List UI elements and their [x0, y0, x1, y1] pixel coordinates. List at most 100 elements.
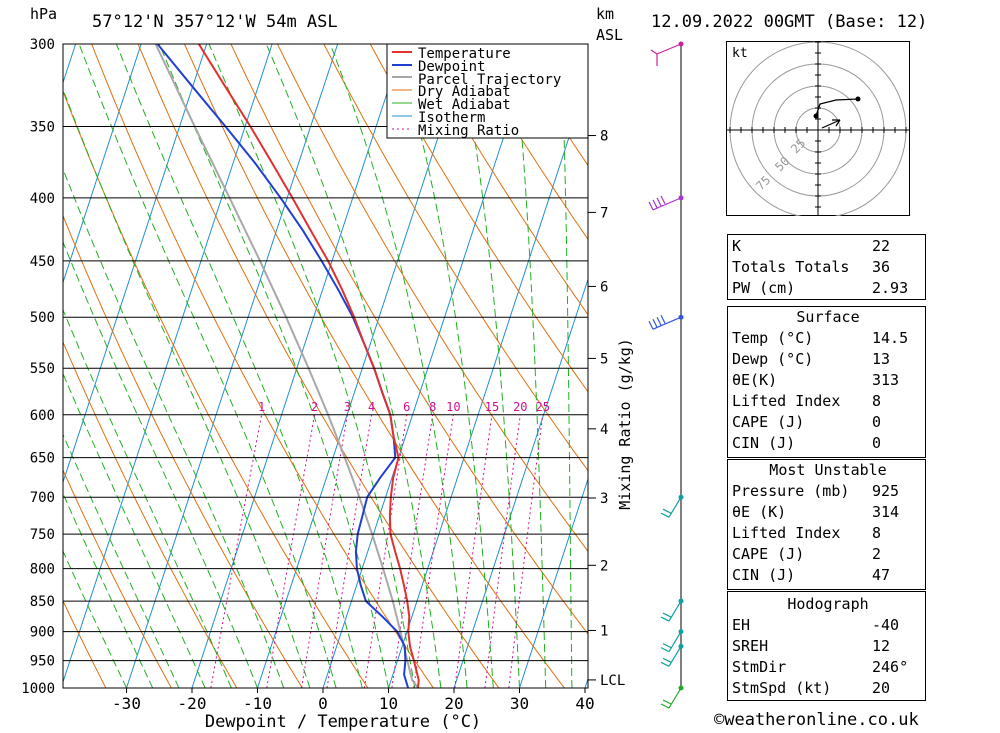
index-value: 13 [872, 350, 891, 368]
height-tick-label: 3 [600, 491, 608, 507]
legend: Temperature Dewpoint Parcel Trajectory D… [386, 43, 589, 139]
temperature-tick-label: 0 [318, 694, 328, 713]
plot-frame [62, 43, 589, 689]
index-row: K 22 [728, 236, 928, 257]
height-tick-label: 7 [600, 205, 608, 221]
mixing-ratio-tick-label: 25 [535, 400, 549, 414]
index-value: 2.93 [872, 279, 909, 297]
wet-adiabat-line [63, 88, 311, 688]
index-label: StmSpd (kt) [732, 679, 832, 697]
index-row: Lifted Index 8 [728, 523, 928, 544]
pressure-tick-label: 300 [30, 37, 55, 53]
dry-adiabat-line [462, 44, 588, 241]
legend-temperature: Temperature [418, 46, 511, 62]
location-title: 57°12'N 357°12'W 54m ASL [92, 12, 338, 32]
most-unstable-title: Most Unstable [769, 461, 887, 479]
isotherm-line [191, 44, 404, 688]
x-axis-label: Dewpoint / Temperature (°C) [205, 712, 481, 732]
wet-adiabat-line [63, 433, 180, 688]
hodograph-unit-label: kt [732, 46, 748, 61]
surface-box: Surface Temp (°C) 14.5 Dewp (°C) 13 θE(K) 3… [727, 306, 926, 458]
height-tick-label: 4 [600, 422, 608, 438]
index-label: EH [732, 616, 751, 634]
temperature-tick-label: -10 [243, 694, 272, 713]
dry-adiabat-line [416, 44, 588, 316]
pressure-tick-label: 900 [30, 625, 55, 641]
index-row: Totals Totals 36 [728, 257, 928, 278]
height-tick-label: 6 [600, 279, 608, 295]
pressure-unit-label: hPa [30, 5, 58, 23]
wet-adiabat-line [513, 44, 547, 688]
indices-top-box: K 22 Totals Totals 36 PW (cm) 2.93 [727, 234, 926, 300]
index-row: StmSpd (kt) 20 [728, 678, 928, 699]
storm-motion-arrow [821, 119, 841, 129]
dry-adiabat-line [137, 44, 500, 688]
mixing-ratio-line [508, 414, 544, 688]
mixing-ratio-tick-label: 15 [485, 400, 499, 414]
index-row: StmDir 246° [728, 657, 928, 678]
index-row: θE (K) 314 [728, 502, 928, 523]
wet-adiabat-line [208, 44, 416, 688]
isotherm-line [63, 44, 142, 284]
index-row: EH -40 [728, 615, 928, 636]
temperature-tick-label: 10 [379, 694, 398, 713]
asl-label: ASL [596, 26, 624, 44]
mixing-ratio-tick-label: 8 [429, 400, 436, 414]
index-value: 20 [872, 679, 891, 697]
dewpoint-line [156, 44, 410, 688]
dry-adiabat-line [63, 599, 107, 688]
hodograph-box: Hodograph EH -40 SREH 12 StmDir 246° StmSpd… [727, 591, 926, 701]
legend-mixing-ratio: Mixing Ratio [418, 123, 519, 139]
legend-isotherm: Isotherm [418, 110, 485, 126]
index-row: Dewp (°C) 13 [728, 349, 928, 370]
index-row: CAPE (J) 0 [728, 412, 928, 433]
wind-barb [660, 496, 682, 518]
index-label: Totals Totals [732, 258, 850, 276]
wet-adiabat-line [158, 44, 389, 688]
index-value: 246° [872, 658, 909, 676]
index-row: SREH 12 [728, 636, 928, 657]
site-credit: ©weatheronline.co.uk [714, 710, 919, 730]
dry-adiabat-line [276, 44, 588, 553]
wind-barb [648, 314, 682, 330]
pressure-tick-label: 850 [30, 594, 55, 610]
mixing-ratio-line [484, 414, 521, 688]
legend-wet-adiabat: Wet Adiabat [418, 97, 511, 113]
pressure-tick-label: 950 [30, 654, 55, 670]
index-value: 14.5 [872, 329, 909, 347]
wind-barb [660, 631, 682, 653]
pressure-tick-label: 600 [30, 408, 55, 424]
index-value: 314 [872, 503, 900, 521]
wet-adiabat-line [63, 167, 285, 688]
wind-barb [650, 43, 682, 66]
index-row: CIN (J) 47 [728, 565, 928, 586]
temperature-tick-label: 20 [444, 694, 463, 713]
index-row: PW (cm) 2.93 [728, 278, 928, 299]
index-row: Temp (°C) 14.5 [728, 328, 928, 349]
wind-barb [648, 195, 682, 211]
index-label: Lifted Index [732, 392, 841, 410]
index-row: Lifted Index 8 [728, 391, 928, 412]
hodograph-end-point [855, 96, 861, 102]
dry-adiabat-line [966, 35, 1000, 688]
wind-barb [660, 687, 682, 709]
mixing-ratio-tick-label: 20 [513, 400, 527, 414]
mixing-ratio-line [363, 414, 408, 688]
wet-adiabat-line [329, 44, 468, 688]
temperature-tick-label: -30 [112, 694, 141, 713]
index-value: 12 [872, 637, 891, 655]
index-value: 22 [872, 237, 891, 255]
dry-adiabat-line [920, 35, 1000, 688]
index-row: θE(K) 313 [728, 370, 928, 391]
wet-adiabat-line [63, 550, 127, 688]
wind-barb [660, 645, 682, 667]
index-row: Pressure (mb) 925 [728, 481, 928, 502]
index-value: 8 [872, 392, 882, 410]
mixing-ratio-tick-label: 1 [258, 400, 265, 414]
isotherm-line [257, 44, 470, 688]
hodograph-start-point [813, 113, 819, 119]
pressure-tick-label: 400 [30, 191, 55, 207]
dry-adiabat-line [230, 44, 588, 635]
pressure-tick-label: 800 [30, 562, 55, 578]
